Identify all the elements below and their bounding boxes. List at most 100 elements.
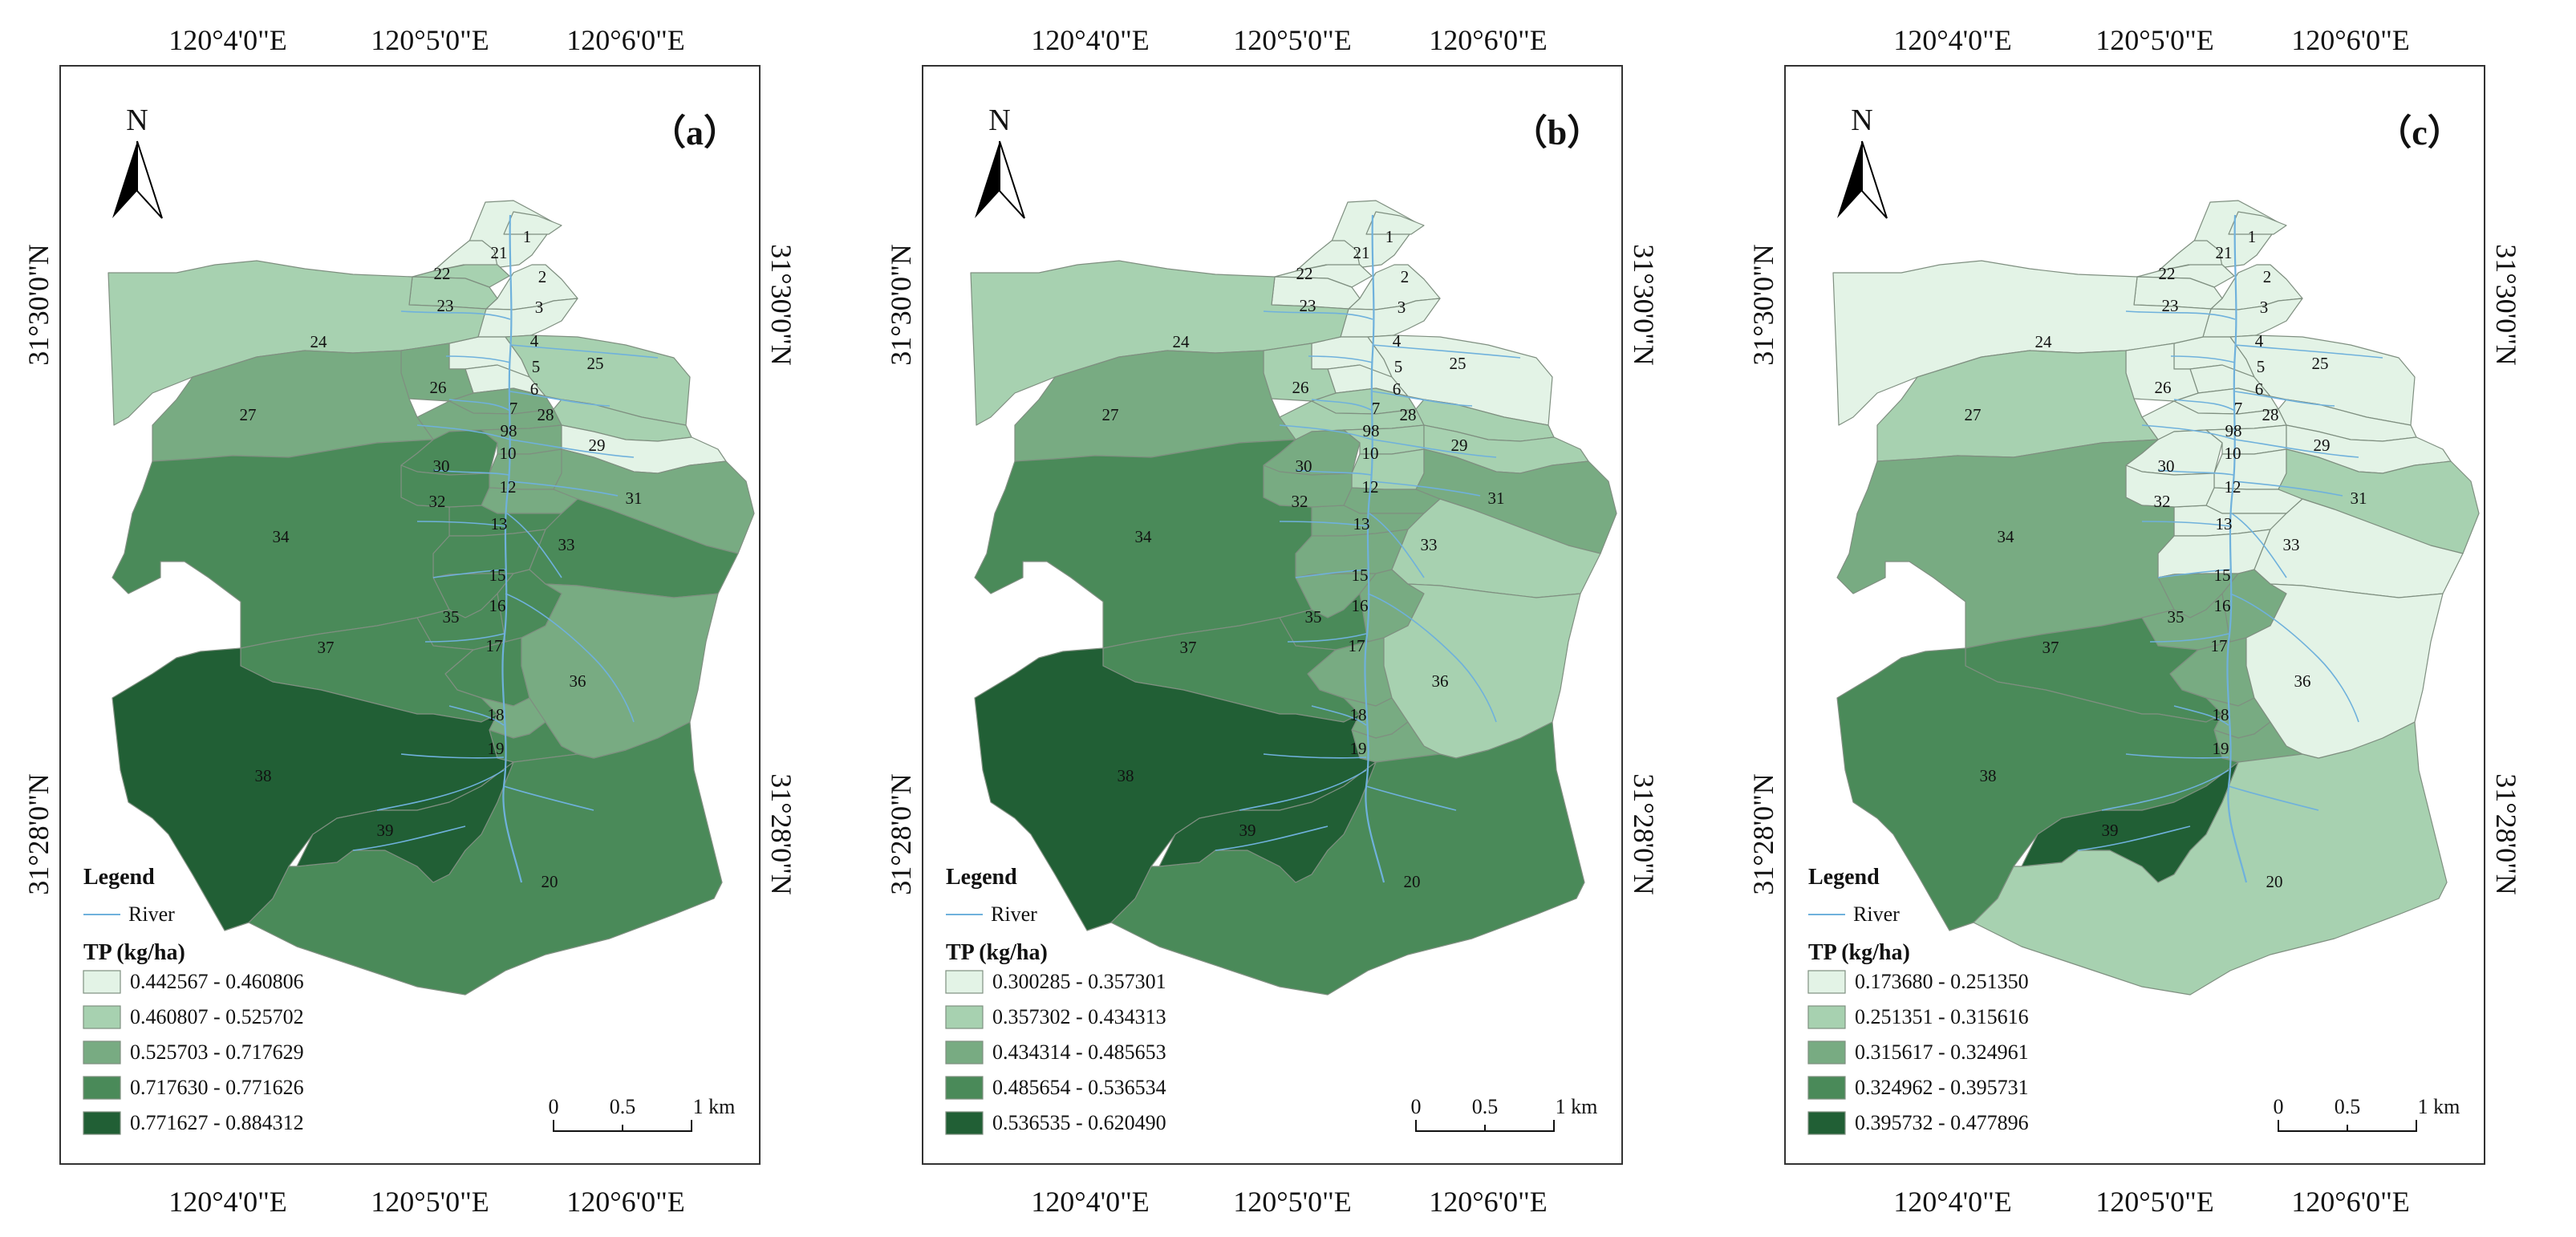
region-label: 13 [1353,514,1370,533]
region-label: 31 [626,489,643,508]
subcatchment-36 [521,583,719,759]
river-segment [1365,785,1457,811]
river-segment [1295,569,1369,578]
region-label: 13 [2216,514,2233,533]
scale-bar-line [1415,1120,1555,1132]
scale-label: 0 [1411,1095,1422,1118]
river-segment [509,344,659,359]
river-segment [416,424,511,440]
region-label: 5 [2257,357,2266,376]
latitude-label-left: 31°28'0"N [22,773,55,895]
river-segment [1295,469,1372,476]
legend-swatch [83,970,121,994]
subcatchment-39 [1158,761,1377,883]
region-label: 39 [1239,821,1256,840]
region-label: 33 [1421,535,1438,554]
region-label: 18 [488,705,505,724]
region-label: 38 [1980,766,1997,785]
scale-bar: 0 0.5 1 km [549,1095,735,1132]
latitude-label-left: 31°30'0"N [885,244,917,366]
region-label: 3 [535,298,544,317]
river-segment [2231,513,2287,578]
latitude-label-left: 31°28'0"N [1747,773,1779,895]
region-label: 35 [2168,607,2185,627]
subcatchment-36 [1383,583,1581,759]
longitude-label-top: 120°6'0"E [566,24,685,56]
river-segment [1263,310,1373,320]
subcatchment-24 [108,260,487,426]
longitude-label-bottom: 120°5'0"E [1233,1186,1352,1218]
legend-swatch [945,970,984,994]
river-segment [1311,705,1367,726]
latitude-label-right: 31°28'0"N [1628,773,1660,895]
scale-label: 0 [2274,1095,2284,1118]
region-label: 2 [538,267,547,286]
map-panel: 1234567981012131516171819202122232425262… [1747,24,2522,1218]
longitude-label-top: 120°4'0"E [168,24,287,56]
region-label: 38 [255,766,272,785]
subcatchment-2 [2228,211,2287,235]
region-label: 25 [1450,354,1466,373]
scale-bar: 0 0.5 1 km [1411,1095,1597,1132]
region-label: 27 [1102,405,1119,424]
legend-title: Legend [946,865,1017,890]
river-segment [1372,391,1473,407]
river-segment [2233,481,2343,497]
legend-swatch [1807,1040,1846,1065]
river-segment [2077,825,2191,851]
region-label: 1 [2248,227,2257,246]
region-label: 19 [2213,739,2229,758]
region-label: 17 [1349,636,1365,655]
region-label: 29 [589,436,606,455]
legend-class-label: 0.173680 - 0.251350 [1855,970,2029,993]
river-segment [445,355,511,363]
legend-class-label: 0.251351 - 0.315616 [1855,1005,2029,1028]
river-segment [448,399,511,412]
region-label: 19 [488,739,505,758]
river-segment [416,521,506,527]
legend-class-label: 0.357302 - 0.434313 [992,1005,1166,1028]
river-segment [2229,593,2359,723]
region-label: 4 [1393,331,1402,351]
river-segment [1370,481,1481,497]
region-label: 16 [489,596,506,615]
latitude-label-left: 31°30'0"N [1747,244,1779,366]
legend-class-label: 0.324962 - 0.395731 [1855,1076,2029,1099]
river-segment [2141,424,2236,440]
river-segment [506,513,562,578]
longitude-label-bottom: 120°6'0"E [1429,1186,1548,1218]
north-arrow-left [975,141,1000,218]
river-segment [1367,593,1497,723]
region-label: 10 [500,444,517,463]
scale-label: 0.5 [1472,1095,1499,1118]
region-label: 22 [2159,264,2176,283]
river-segment [1311,399,1373,412]
region-label: 26 [2155,378,2172,397]
north-arrow-left [112,141,137,218]
latitude-label-left: 31°30'0"N [22,244,55,366]
north-arrow-icon: N [1837,103,1888,219]
subcatchment-39 [296,761,514,883]
river-segment [432,569,506,578]
river-segment [2125,753,2229,759]
subcatchment-36 [2245,583,2444,759]
panel-label: （b） [1512,113,1602,152]
river-segment [2234,344,2383,359]
region-label: 12 [500,477,517,497]
region-label: 32 [429,492,446,511]
legend-class-label: 0.717630 - 0.771626 [130,1076,304,1099]
region-label: 12 [1362,477,1379,497]
scale-label: 0.5 [2335,1095,2361,1118]
river-segment [509,439,635,458]
map-panel: 1234567981012131516171819202122232425262… [885,24,1660,1218]
region-label: 21 [491,243,508,262]
river-segment [1279,424,1373,440]
legend-swatch [83,1076,121,1100]
subcatchment-2 [1365,211,1425,235]
longitude-label-bottom: 120°6'0"E [566,1186,685,1218]
region-label: 37 [2043,638,2059,657]
river-network [1215,214,1521,883]
longitude-label-bottom: 120°5'0"E [2095,1186,2214,1218]
north-arrow-right [999,140,1025,219]
